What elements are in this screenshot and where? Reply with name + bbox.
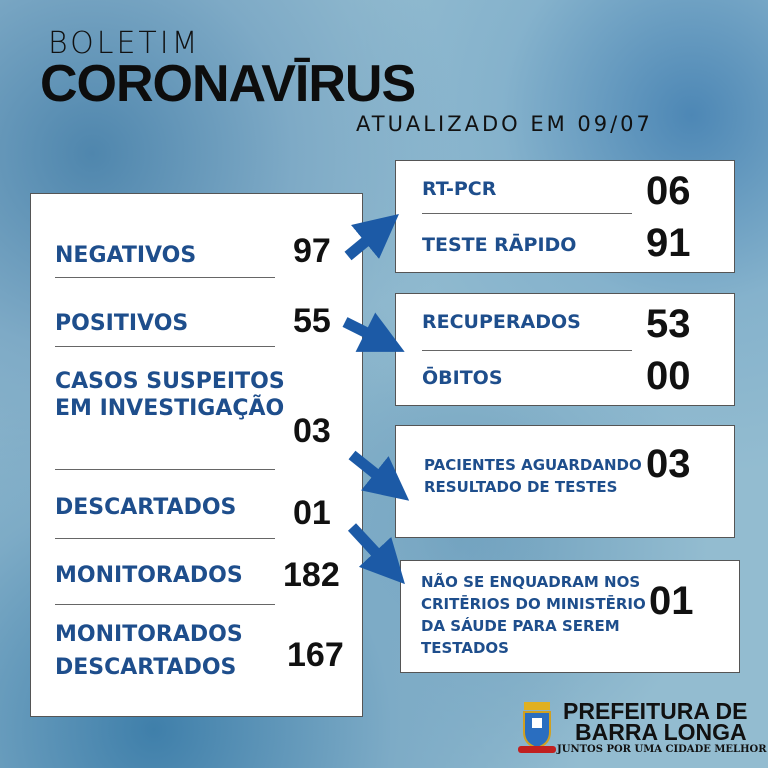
footer-slogan: JUNTOS POR UMA CIDADE MELHOR: [557, 744, 767, 755]
discarded-value: 01: [293, 494, 331, 532]
deaths-value: 00: [646, 354, 691, 398]
divider: [422, 350, 632, 351]
coat-of-arms-logo: [512, 698, 562, 758]
not-eligible-box: NÃO SE ENQUADRAM NOS CRITĒRIOS DO MINIST…: [400, 560, 740, 673]
monitored-value: 182: [283, 556, 340, 594]
rapid-test-label: TESTE RĀPIDO: [422, 234, 577, 256]
negatives-value: 97: [293, 232, 331, 270]
recovered-label: RECUPERADOS: [422, 311, 581, 333]
arrow-icon: [342, 312, 405, 352]
footer-line1: PREFEITURA DE: [563, 698, 748, 724]
negatives-label: NEGATIVOS: [55, 243, 197, 268]
rtpcr-value: 06: [646, 169, 691, 213]
negatives-breakdown-box: RT-PCR 06 TESTE RĀPIDO 91: [395, 160, 735, 273]
rapid-test-value: 91: [646, 221, 691, 265]
monitored-label: MONITORADOS: [55, 563, 243, 588]
positives-breakdown-box: RECUPERADOS 53 ŌBITOS 00: [395, 293, 735, 406]
divider: [55, 277, 275, 278]
title: CORONAVĪRUS: [40, 55, 416, 113]
divider: [55, 346, 275, 347]
arrow-icon: [347, 523, 405, 585]
divider: [55, 604, 275, 605]
arrow-icon: [348, 450, 410, 501]
monitored-discarded-value: 167: [287, 636, 344, 674]
recovered-value: 53: [646, 302, 691, 346]
overline: BOLETIM: [48, 26, 201, 61]
arrow-icon: [344, 214, 399, 261]
not-eligible-label: NÃO SE ENQUADRAM NOS CRITĒRIOS DO MINIST…: [421, 573, 646, 657]
divider: [55, 469, 275, 470]
summary-panel: NEGATIVOS 97 POSITIVOS 55 CASOS SUSPEITO…: [30, 193, 363, 717]
awaiting-label: PACIENTES AGUARDANDO RESULTADO DE TESTES: [424, 456, 642, 496]
monitored-discarded-label: MONITORADOS DESCARTADOS: [55, 622, 243, 680]
footer-line2: BARRA LONGA: [575, 719, 747, 745]
awaiting-box: PACIENTES AGUARDANDO RESULTADO DE TESTES…: [395, 425, 735, 538]
updated-date: ATUALIZADO EM 09/07: [356, 112, 653, 136]
discarded-label: DESCARTADOS: [55, 495, 237, 520]
divider: [55, 538, 275, 539]
not-eligible-value: 01: [649, 579, 694, 623]
suspected-value: 03: [293, 412, 331, 450]
rtpcr-label: RT-PCR: [422, 178, 497, 200]
positives-value: 55: [293, 302, 331, 340]
deaths-label: ŌBITOS: [422, 367, 503, 389]
divider: [422, 213, 632, 214]
positives-label: POSITIVOS: [55, 311, 189, 336]
awaiting-value: 03: [646, 442, 691, 486]
suspected-label: CASOS SUSPEITOS EM INVESTIGAÇÃO: [55, 369, 285, 421]
